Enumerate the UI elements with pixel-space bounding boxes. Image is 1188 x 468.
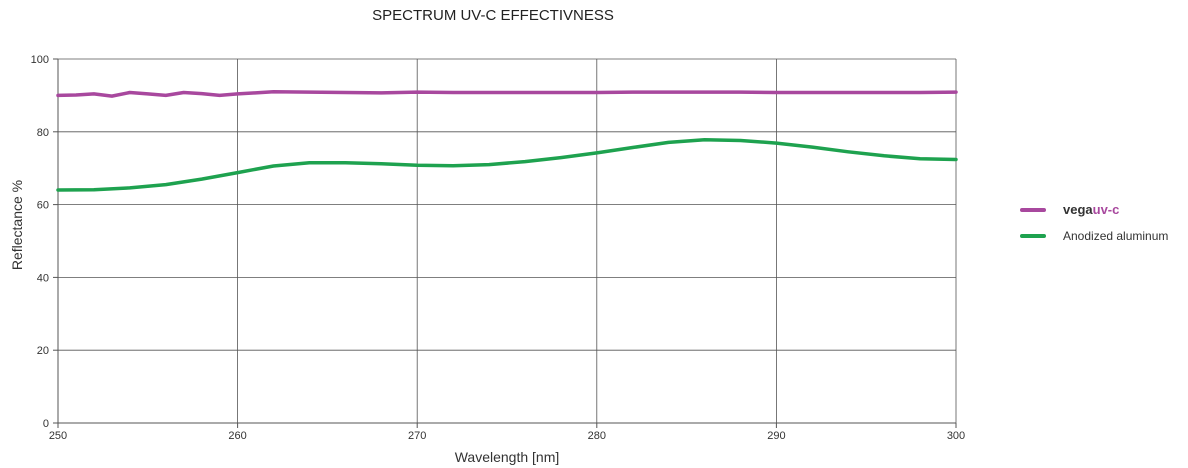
legend-label-vegauvc: vegauv-c: [1063, 202, 1119, 217]
y-tick-label-40: 40: [37, 272, 49, 284]
series-lines: [56, 90, 958, 192]
x-tick-label-290: 290: [767, 430, 785, 442]
axes: [53, 58, 957, 428]
legend: vegauv-c Anodized aluminum: [1020, 202, 1168, 243]
y-tick-label-60: 60: [37, 200, 49, 212]
y-axis-label: Reflectance %: [9, 180, 25, 270]
series-line-anodized-aluminum: [56, 138, 958, 192]
legend-brand-vega: vega: [1063, 202, 1093, 217]
y-tick-label-100: 100: [31, 54, 49, 66]
legend-label-anodized-aluminum: Anodized aluminum: [1063, 229, 1168, 243]
legend-item-vegauvc: vegauv-c: [1020, 202, 1119, 217]
x-tick-label-270: 270: [408, 430, 426, 442]
x-tick-label-300: 300: [947, 430, 965, 442]
x-tick-label-260: 260: [228, 430, 246, 442]
series-line-vegauvc: [56, 90, 958, 98]
y-tick-label-0: 0: [43, 418, 49, 430]
grid: [58, 58, 957, 423]
y-tick-label-20: 20: [37, 345, 49, 357]
chart-title: SPECTRUM UV-C EFFECTIVNESS: [372, 7, 614, 24]
legend-brand-uvc: uv-c: [1093, 202, 1120, 217]
x-axis-label: Wavelength [nm]: [455, 449, 560, 465]
x-tick-label-250: 250: [49, 430, 67, 442]
x-tick-label-280: 280: [588, 430, 606, 442]
legend-item-anodized-aluminum: Anodized aluminum: [1020, 229, 1168, 243]
y-tick-label-80: 80: [37, 127, 49, 139]
tick-labels: 0 20 40 60 80 100 250 260 270 280 290 300: [31, 54, 966, 442]
